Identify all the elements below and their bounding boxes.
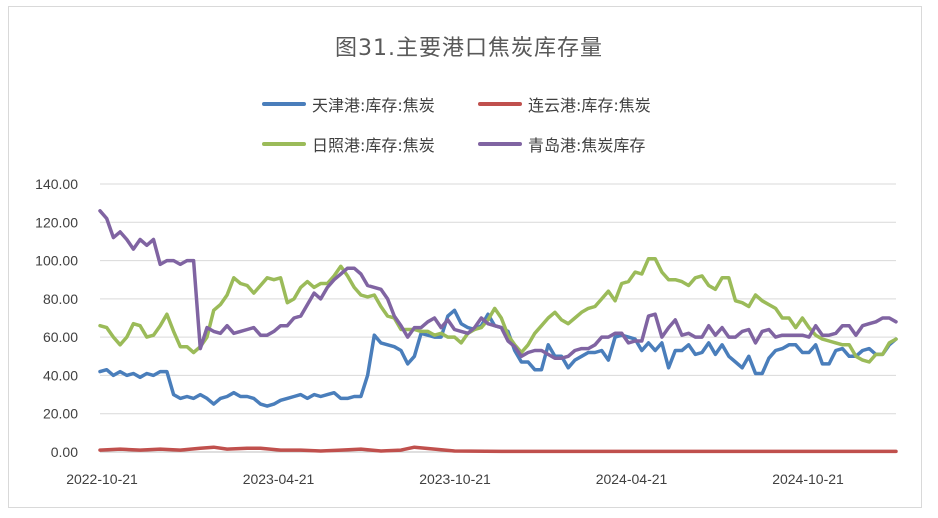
x-tick-label: 2023-04-21 <box>243 471 315 487</box>
series-line-tianjin <box>98 308 898 408</box>
legend-item-rizhao: 日照港:库存:焦炭 <box>262 132 435 156</box>
y-tick-label: 60.00 <box>43 329 78 345</box>
legend-item-qingdao: 青岛港:焦炭库存 <box>478 132 645 156</box>
legend-swatch-tianjin <box>262 102 306 106</box>
y-tick-label: 140.00 <box>35 176 78 192</box>
legend-label-tianjin: 天津港:库存:焦炭 <box>312 96 435 115</box>
legend-item-tianjin: 天津港:库存:焦炭 <box>262 92 435 116</box>
x-tick-label: 2022-10-21 <box>66 471 138 487</box>
series-line-rizhao <box>98 256 898 364</box>
legend-label-rizhao: 日照港:库存:焦炭 <box>312 136 435 155</box>
series-line-qingdao <box>98 209 898 360</box>
legend-swatch-qingdao <box>478 142 522 146</box>
y-tick-label: 0.00 <box>51 444 78 460</box>
chart-frame <box>8 6 922 508</box>
x-tick-label: 2024-10-21 <box>772 471 844 487</box>
legend-label-lianyungang: 连云港:库存:焦炭 <box>528 96 651 115</box>
y-tick-label: 40.00 <box>43 367 78 383</box>
legend-swatch-rizhao <box>262 142 306 146</box>
x-tick-label: 2023-10-21 <box>419 471 491 487</box>
y-tick-label: 100.00 <box>35 253 78 269</box>
y-tick-label: 80.00 <box>43 291 78 307</box>
x-tick-label: 2024-04-21 <box>596 471 668 487</box>
chart-title: 图31.主要港口焦炭库存量 <box>335 36 603 61</box>
y-tick-label: 20.00 <box>43 406 78 422</box>
legend-label-qingdao: 青岛港:焦炭库存 <box>528 136 646 155</box>
series-line-lianyungang <box>98 445 898 454</box>
legend-swatch-lianyungang <box>478 102 522 106</box>
legend-item-lianyungang: 连云港:库存:焦炭 <box>478 92 651 116</box>
y-tick-label: 120.00 <box>35 214 78 230</box>
